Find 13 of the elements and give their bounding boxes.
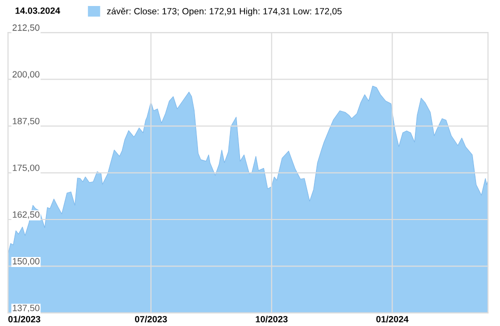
y-tick-label: 200,00 [12,71,40,79]
x-tick-label: 01/2024 [376,316,409,322]
y-tick-label: 187,50 [12,118,40,126]
y-tick-label: 137,50 [12,304,40,312]
x-tick-label: 01/2023 [8,316,40,322]
y-tick-label: 175,00 [12,164,40,172]
x-tick-label: 07/2023 [134,316,167,322]
y-tick-label: 162,50 [12,211,40,219]
chart-title: 14.03.2024 [16,7,60,14]
y-tick-label: 150,00 [12,258,40,266]
y-tick-label: 212,50 [12,24,40,32]
legend-label: závěr: Close: 173; Open: 172,91 High: 174,31 Low: 172,05 [107,8,342,16]
x-tick-label: 10/2023 [256,316,288,322]
